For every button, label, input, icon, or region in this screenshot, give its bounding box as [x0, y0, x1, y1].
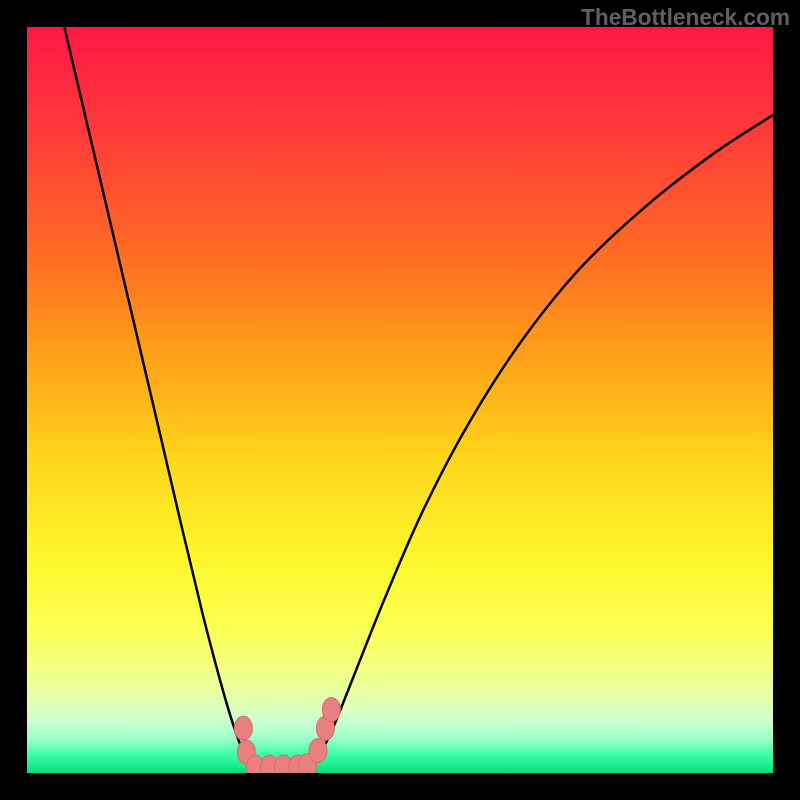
watermark-text: TheBottleneck.com	[581, 4, 790, 31]
bottleneck-curve	[64, 27, 773, 769]
marker-point	[234, 716, 252, 740]
chart-container: TheBottleneck.com	[0, 0, 800, 800]
marker-point	[309, 739, 327, 763]
curve-layer	[27, 27, 773, 773]
marker-group	[234, 698, 340, 773]
marker-point	[322, 698, 340, 722]
plot-area	[27, 27, 773, 773]
